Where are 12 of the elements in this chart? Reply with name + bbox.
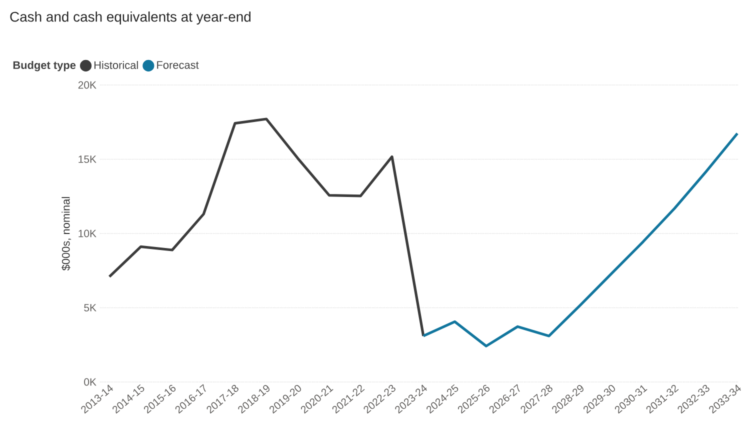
line-series: [422, 132, 739, 348]
y-tick-label: 15K: [78, 156, 96, 163]
legend-label: Historical: [94, 60, 138, 70]
y-tick-label: 10K: [78, 230, 96, 238]
line-series: [108, 118, 425, 338]
y-axis-title: $000s, nominal: [62, 197, 72, 271]
y-tick-label: 0K: [84, 378, 96, 386]
y-tick-label: 5K: [84, 304, 96, 312]
legend-title: Budget type: [13, 60, 76, 72]
legend-label: Forecast: [157, 61, 199, 69]
y-tick-label: 20K: [78, 81, 96, 89]
chart-title: Cash and cash equivalents at year-end: [10, 12, 250, 25]
